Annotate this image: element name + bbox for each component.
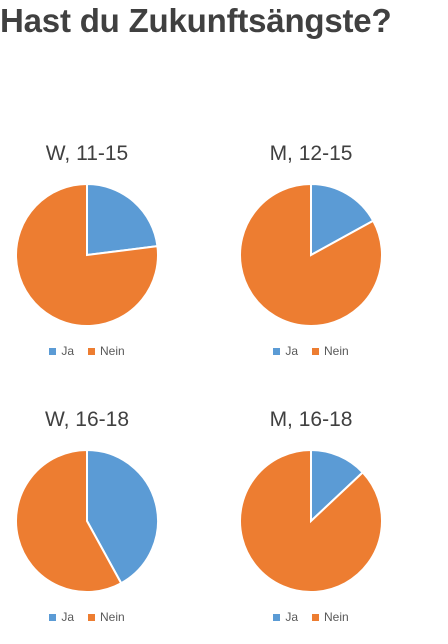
pie-slice-nein (15, 448, 123, 593)
legend-label: Nein (324, 610, 349, 624)
pie-slice-ja (310, 448, 365, 524)
page-title: Hast du Zukunftsängste? (0, 2, 392, 39)
pie-chart (15, 182, 159, 327)
pie-slice-ja (86, 182, 159, 257)
legend-swatch-nein (88, 347, 95, 355)
legend-item-ja: Ja (49, 344, 74, 358)
chart-panel-w-16-18: W, 16-18 Ja Nein (0, 406, 224, 644)
legend-swatch-ja (273, 613, 281, 621)
chart-panel-m-12-15: M, 12-15 Ja Nein (224, 140, 448, 378)
pie-slice-nein (239, 182, 383, 327)
legend-item-nein: Nein (88, 610, 125, 624)
legend-label: Nein (324, 344, 349, 358)
chart-title: W, 16-18 (44, 408, 130, 431)
legend-label: Ja (285, 610, 298, 624)
pie-slice-ja (86, 448, 159, 585)
legend-swatch-ja (273, 347, 281, 355)
pie-slice-ja (310, 182, 375, 257)
legend-swatch-nein (88, 613, 95, 621)
pie-chart (239, 182, 383, 327)
legend-item-ja: Ja (49, 610, 74, 624)
chart-title: W, 11-15 (45, 142, 129, 165)
legend-swatch-nein (312, 347, 319, 355)
pie-chart (239, 448, 383, 593)
pie-slice-nein (239, 448, 383, 593)
chart-panel-m-16-18: M, 16-18 Ja Nein (224, 406, 448, 644)
legend-swatch-ja (49, 613, 57, 621)
legend-label: Nein (100, 344, 125, 358)
chart-legend: Ja Nein (0, 344, 174, 358)
chart-title: M, 12-15 (269, 142, 353, 165)
legend-swatch-nein (312, 613, 319, 621)
chart-panel-w-11-15: W, 11-15 Ja Nein (0, 140, 224, 378)
legend-label: Ja (285, 344, 298, 358)
legend-item-nein: Nein (312, 344, 349, 358)
legend-item-ja: Ja (273, 610, 298, 624)
chart-legend: Ja Nein (224, 610, 398, 624)
pie-chart (15, 448, 159, 593)
pie-slice-nein (15, 182, 159, 327)
legend-item-nein: Nein (312, 610, 349, 624)
legend-label: Ja (61, 610, 74, 624)
legend-item-ja: Ja (273, 344, 298, 358)
legend-label: Ja (61, 344, 74, 358)
chart-title: M, 16-18 (269, 408, 353, 431)
legend-item-nein: Nein (88, 344, 125, 358)
chart-legend: Ja Nein (0, 610, 174, 624)
chart-legend: Ja Nein (224, 344, 398, 358)
legend-swatch-ja (49, 347, 57, 355)
legend-label: Nein (100, 610, 125, 624)
